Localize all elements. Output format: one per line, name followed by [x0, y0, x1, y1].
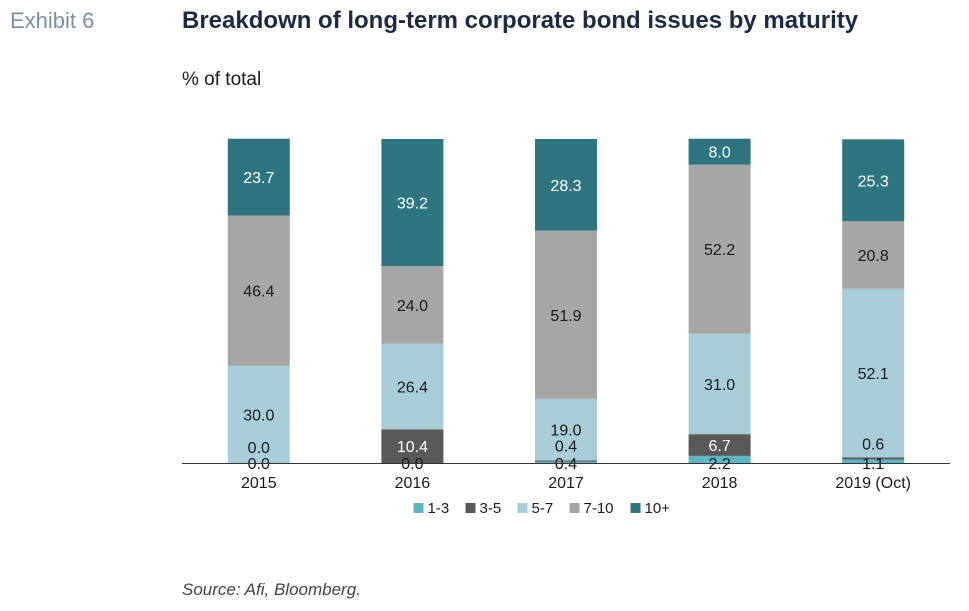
bars-layer	[227, 138, 905, 463]
x-tick-label: 2019 (Oct)	[835, 475, 911, 492]
data-labels-layer: 0.00.030.046.423.70.010.426.424.039.20.4…	[243, 145, 889, 473]
bar-segment-10+-0	[227, 138, 290, 216]
data-label-1-3-4: 1.1	[862, 456, 884, 473]
bar-segment-10+-4	[842, 139, 905, 222]
bar-segment-10+-3	[688, 138, 751, 165]
data-label-3-5-0: 0.0	[248, 440, 270, 457]
chart-title: Breakdown of long-term corporate bond is…	[182, 7, 859, 34]
data-label-1-3-2: 0.4	[555, 456, 577, 473]
data-label-5-7-0: 30.0	[243, 407, 274, 424]
data-label-7-10-0: 46.4	[243, 284, 274, 301]
data-label-7-10-2: 51.9	[550, 308, 581, 325]
bar-segment-3-5-2	[535, 460, 597, 462]
source-note: Source: Afi, Bloomberg.	[182, 580, 361, 599]
x-tick-label: 2016	[395, 475, 431, 492]
data-label-7-10-3: 52.2	[704, 242, 735, 259]
legend-label-1-3: 1-3	[428, 500, 450, 517]
bar-segment-5-7-4	[842, 288, 905, 458]
bar-segment-7-10-3	[688, 164, 751, 334]
legend-label-3-5: 3-5	[480, 500, 502, 517]
bar-segment-5-7-2	[535, 398, 597, 461]
data-label-1-3-3: 2.2	[708, 456, 730, 473]
legend-swatch-7-10	[569, 503, 580, 513]
legend-swatch-3-5	[465, 503, 476, 513]
y-axis-unit-label: % of total	[182, 69, 262, 90]
legend-swatch-10+	[630, 503, 641, 513]
legend-swatch-5-7	[517, 503, 528, 513]
legend-label-5-7: 5-7	[532, 500, 554, 517]
bar-segment-3-5-4	[842, 457, 905, 460]
bar-segment-1-3-3	[688, 455, 751, 463]
bar-segment-3-5-3	[688, 434, 751, 456]
data-label-5-7-2: 19.0	[550, 423, 581, 440]
bar-segment-7-10-0	[227, 215, 290, 366]
bar-segment-7-10-1	[381, 266, 444, 344]
bar-segment-10+-2	[535, 139, 597, 231]
exhibit-label: Exhibit 6	[10, 8, 95, 33]
data-label-3-5-1: 10.4	[397, 439, 428, 456]
bar-segment-1-3-2	[535, 461, 597, 463]
bar-segment-1-3-4	[842, 459, 905, 463]
data-label-10+-2: 28.3	[550, 178, 581, 195]
data-label-7-10-1: 24.0	[397, 298, 428, 315]
data-label-10+-3: 8.0	[708, 145, 730, 162]
data-label-10+-1: 39.2	[397, 196, 428, 213]
data-label-5-7-4: 52.1	[858, 366, 889, 383]
x-tick-label: 2017	[548, 475, 584, 492]
legend-label-7-10: 7-10	[584, 500, 614, 517]
data-label-10+-4: 25.3	[858, 173, 889, 190]
legend-swatch-1-3	[413, 503, 424, 513]
bar-segment-3-5-1	[381, 429, 444, 463]
bar-segment-5-7-0	[227, 365, 290, 463]
bar-segment-7-10-2	[535, 230, 597, 399]
data-label-1-3-1: 0.0	[401, 456, 423, 473]
data-label-3-5-2: 0.4	[555, 439, 577, 456]
data-label-5-7-3: 31.0	[704, 377, 735, 394]
bar-segment-7-10-4	[842, 221, 905, 289]
x-tick-label: 2018	[702, 475, 738, 492]
legend: 1-3 3-5 5-7 7-10 10+	[413, 500, 671, 517]
data-label-10+-0: 23.7	[243, 170, 274, 187]
data-label-1-3-0: 0.0	[248, 456, 270, 473]
bar-segment-5-7-3	[688, 333, 751, 435]
data-label-3-5-3: 6.7	[708, 438, 730, 455]
x-axis-tick-labels: 2015 2016 2017 2018 2019 (Oct)	[241, 475, 911, 492]
bar-segment-10+-1	[381, 139, 444, 267]
data-label-7-10-4: 20.8	[858, 248, 889, 265]
bar-segment-5-7-1	[381, 343, 444, 430]
data-label-3-5-4: 0.6	[862, 436, 884, 453]
legend-label-10+: 10+	[645, 500, 671, 517]
data-label-5-7-1: 26.4	[397, 380, 428, 397]
x-tick-label: 2015	[241, 475, 277, 492]
